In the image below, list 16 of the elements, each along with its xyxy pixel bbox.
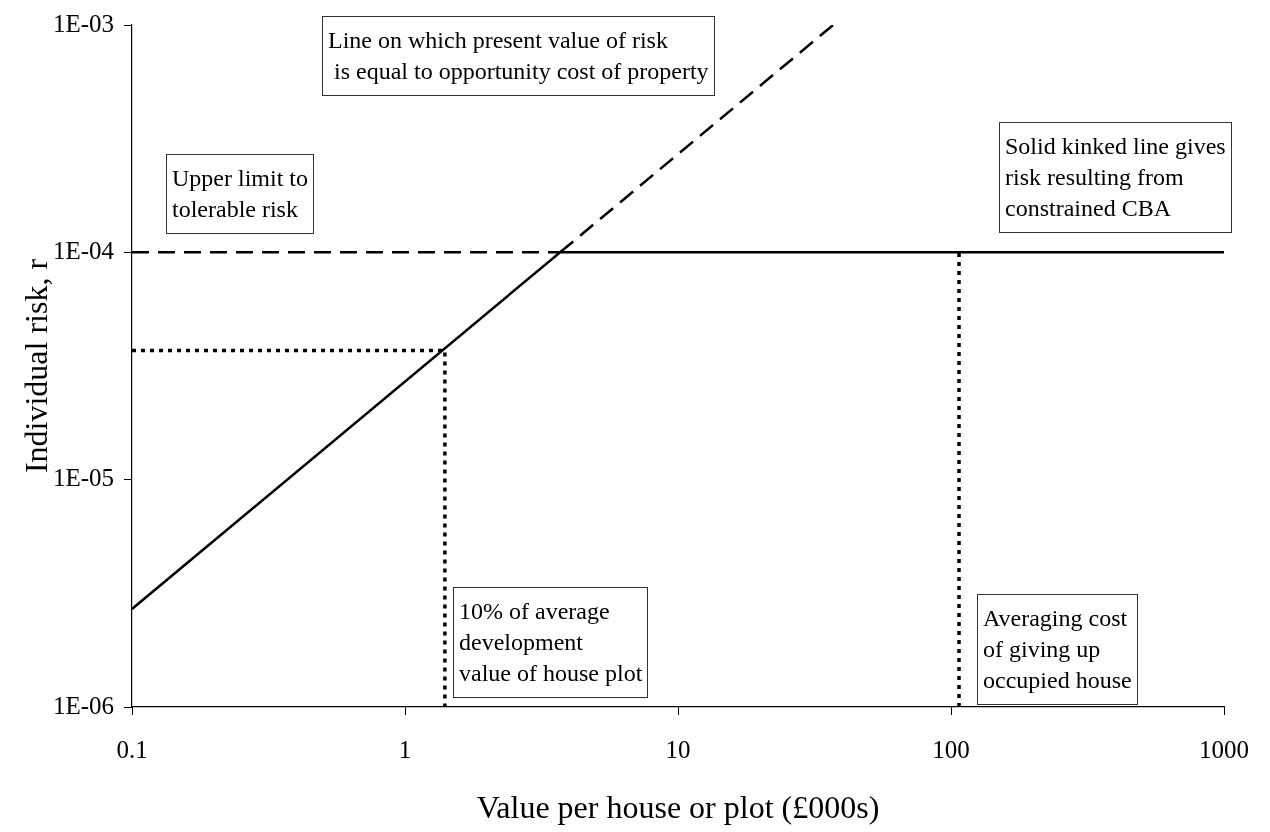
- annotation: Solid kinked line gives risk resulting from constrained CBA: [999, 122, 1232, 233]
- y-tick-label: 1E-06: [52, 691, 114, 719]
- y-tick-label: 1E-04: [52, 236, 115, 264]
- x-tick-label: 100: [932, 735, 970, 763]
- x-tick-label: 1000: [1199, 735, 1249, 763]
- annotation: Line on which present value of risk is equal to opportunity cost of property: [322, 16, 715, 96]
- y-tick-label: 1E-03: [52, 9, 114, 37]
- x-tick-label: 0.1: [116, 735, 148, 763]
- x-axis-title: Value per house or plot (£000s): [476, 789, 880, 826]
- annotation: 10% of average development value of house plot: [453, 587, 649, 698]
- y-tick-label: 1E-05: [52, 464, 114, 492]
- annotation: Upper limit to tolerable risk: [166, 154, 314, 234]
- annotation: Averaging cost of giving up occupied house: [977, 594, 1138, 705]
- x-tick-label: 10: [665, 735, 691, 763]
- y-axis-title: Individual risk, r: [17, 258, 54, 474]
- x-tick-label: 1: [398, 735, 412, 763]
